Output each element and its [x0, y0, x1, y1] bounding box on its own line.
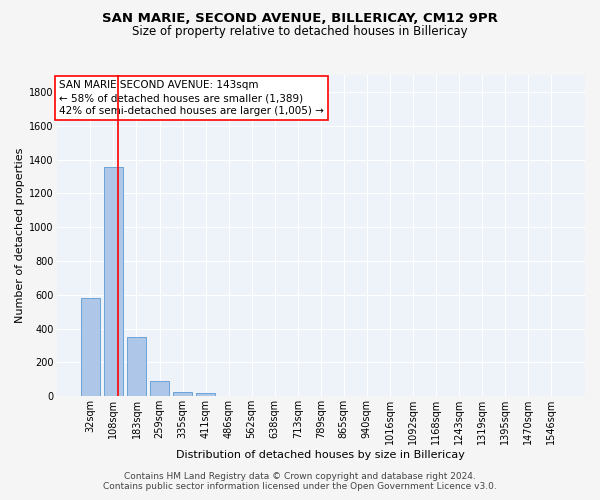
X-axis label: Distribution of detached houses by size in Billericay: Distribution of detached houses by size …: [176, 450, 465, 460]
Y-axis label: Number of detached properties: Number of detached properties: [15, 148, 25, 324]
Bar: [127, 337, 146, 396]
Text: Size of property relative to detached houses in Billericay: Size of property relative to detached ho…: [132, 25, 468, 38]
Text: Contains HM Land Registry data © Crown copyright and database right 2024.
Contai: Contains HM Land Registry data © Crown c…: [103, 472, 497, 491]
Bar: [196, 393, 215, 396]
Bar: [80, 298, 100, 396]
Bar: [150, 382, 169, 396]
Text: SAN MARIE, SECOND AVENUE, BILLERICAY, CM12 9PR: SAN MARIE, SECOND AVENUE, BILLERICAY, CM…: [102, 12, 498, 26]
Bar: [173, 392, 193, 396]
Text: SAN MARIE SECOND AVENUE: 143sqm
← 58% of detached houses are smaller (1,389)
42%: SAN MARIE SECOND AVENUE: 143sqm ← 58% of…: [59, 80, 324, 116]
Bar: [104, 167, 123, 396]
